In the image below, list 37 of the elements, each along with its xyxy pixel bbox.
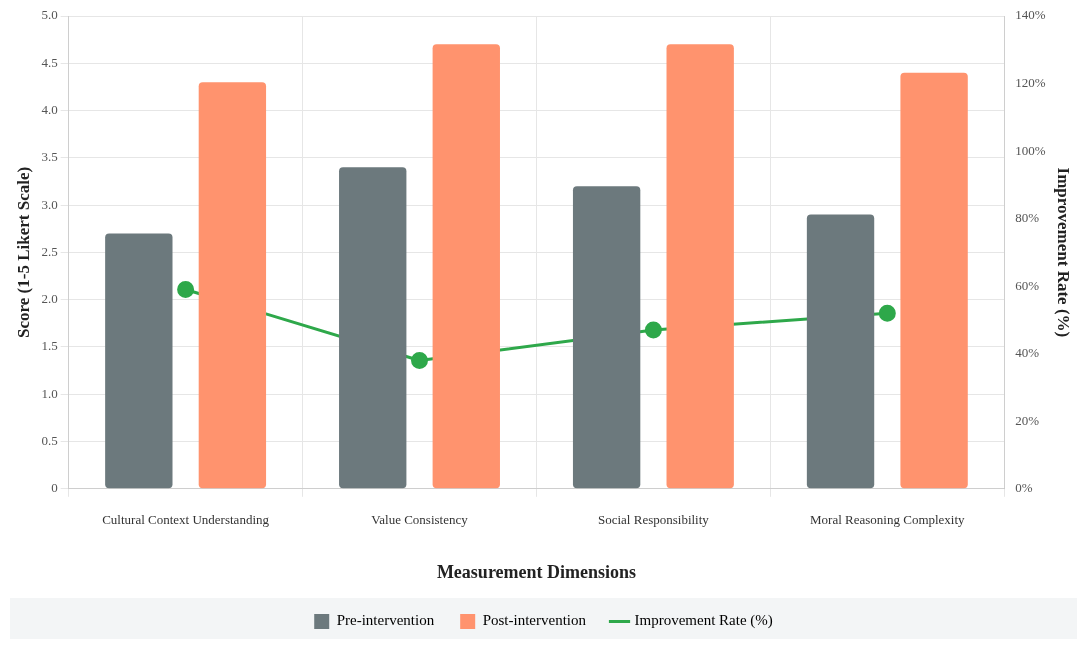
x-axis-title: Measurement Dimensions: [436, 561, 637, 582]
y2-tick-label: 100%: [1015, 142, 1046, 158]
bar: [666, 44, 734, 489]
y-axis-title: Score (1-5 Likert Scale): [13, 166, 33, 338]
y-tick-label: 5.0: [41, 7, 58, 23]
y-tick-label: 4.0: [41, 101, 58, 117]
y2-tick-label: 120%: [1015, 74, 1046, 90]
y2-tick-label: 60%: [1015, 277, 1040, 293]
legend-label: Post-intervention: [482, 612, 587, 629]
bar: [900, 72, 968, 489]
y-tick-label: 2.5: [41, 243, 58, 259]
y2-tick-label: 0%: [1015, 480, 1033, 496]
bar: [572, 186, 641, 489]
y-tick-label: 2.0: [41, 291, 58, 307]
y-tick-label: 0: [51, 480, 58, 496]
x-tick-label: Value Consistency: [371, 512, 469, 528]
y-tick-label: 4.5: [41, 54, 58, 70]
x-tick-label: Moral Reasoning Complexity: [810, 512, 966, 528]
bar: [432, 44, 500, 489]
bar: [105, 233, 173, 489]
y-tick-label: 3.5: [41, 149, 58, 165]
bar: [339, 167, 407, 489]
y-tick-label: 3.0: [41, 196, 58, 212]
y2-tick-label: 40%: [1015, 345, 1040, 361]
y2-tick-label: 80%: [1015, 210, 1040, 226]
y-tick-label: 1.0: [41, 385, 58, 401]
y2-tick-label: 140%: [1015, 7, 1046, 23]
bar: [198, 82, 267, 489]
x-tick-label: Social Responsibility: [597, 512, 710, 528]
y2-axis-title: Improvement Rate (%): [1054, 167, 1074, 338]
y-tick-label: 0.5: [41, 432, 58, 448]
y-tick-label: 1.5: [41, 338, 58, 354]
y2-tick-label: 20%: [1015, 412, 1040, 428]
legend-label: Improvement Rate (%): [634, 612, 773, 630]
legend-label: Pre-intervention: [336, 612, 435, 629]
bar: [806, 214, 875, 489]
x-tick-label: Cultural Context Understanding: [102, 512, 270, 528]
